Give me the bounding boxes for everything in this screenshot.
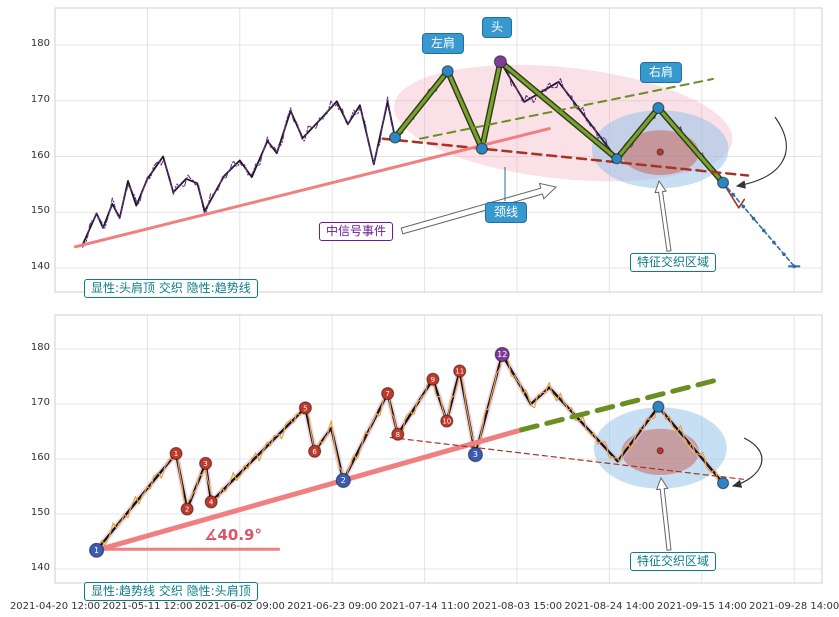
y-tick-label: 170 <box>30 397 50 408</box>
feature-zone-label-top: 特征交织区域 <box>629 253 717 272</box>
pivot-marker-3 <box>467 447 484 463</box>
pivot-marker <box>716 176 730 189</box>
curve-arrow-bottom <box>731 437 763 488</box>
panel-border <box>54 7 823 293</box>
top-drop-tail <box>722 181 746 209</box>
x-tick-label: 2021-04-20 12:00 <box>9 601 101 612</box>
forecast-dot <box>741 204 746 209</box>
pivot-marker <box>656 148 664 156</box>
pivot-marker-8 <box>391 427 405 441</box>
pivot-marker-number: 12 <box>497 350 507 359</box>
mid-signal-event-label: 中信号事件 <box>318 222 394 241</box>
pivot-marker-number: 9 <box>431 376 435 384</box>
y-tick-label: 180 <box>30 38 50 49</box>
pivot-marker <box>716 477 730 490</box>
pivot-marker-2 <box>335 472 351 489</box>
bottom-trendline-extension <box>519 377 719 433</box>
pivot-marker-number: 4 <box>209 499 214 507</box>
legend-bottom: 显性:趋势线 交织 隐性:头肩顶 <box>84 582 258 601</box>
x-tick-label: 2021-07-14 11:00 <box>379 601 470 612</box>
pivot-marker-number: 3 <box>203 460 207 468</box>
forecast-dot <box>751 216 756 221</box>
pivot-marker <box>611 153 623 165</box>
bottom-hidden-neckline <box>389 436 745 480</box>
forecast-dot <box>761 228 766 233</box>
panel-border <box>54 314 823 584</box>
y-tick-label: 160 <box>30 149 50 161</box>
x-tick-label: 2021-05-11 12:00 <box>102 601 193 612</box>
pivot-marker-12 <box>494 346 510 363</box>
pivot-marker <box>493 55 507 69</box>
x-tick-label: 2021-06-23 09:00 <box>287 601 378 612</box>
pivot-marker-number: 8 <box>396 431 400 439</box>
pivot-marker-11 <box>453 364 467 378</box>
feature-zone-arrow-bottom <box>655 476 672 551</box>
pivot-marker-6 <box>308 444 322 458</box>
signal-event-arrow <box>400 182 558 235</box>
pivot-marker <box>652 101 665 115</box>
pivot-marker-number: 5 <box>303 404 307 412</box>
y-tick-label: 150 <box>30 507 50 518</box>
pivot-marker-number: 3 <box>473 450 478 459</box>
pivot-marker-number: 1 <box>174 450 178 458</box>
pivot-marker <box>441 65 454 78</box>
pivot-marker-number: 2 <box>341 476 346 485</box>
pivot-marker-5 <box>298 401 313 415</box>
right-shoulder-label: 右肩 <box>639 62 683 83</box>
left-shoulder-label: 左肩 <box>421 33 465 54</box>
forecast-dot <box>772 240 776 245</box>
x-tick-label: 2021-08-24 14:00 <box>564 601 655 612</box>
pivot-marker-2 <box>180 502 194 516</box>
feature-zone-label-bottom: 特征交织区域 <box>629 552 717 571</box>
pivot-marker-number: 10 <box>442 418 451 426</box>
pivot-marker-1 <box>88 542 105 558</box>
y-tick-label: 150 <box>30 205 50 217</box>
bottom-price <box>95 353 724 551</box>
pivot-marker <box>475 142 488 155</box>
pivot-marker <box>388 131 402 144</box>
bottom-trendline <box>97 427 525 552</box>
x-tick-label: 2021-09-28 14:00 <box>749 601 839 612</box>
y-tick-label: 160 <box>30 452 50 463</box>
top-trendline-extension <box>419 78 714 140</box>
trendline-angle-label: ∡40.9° <box>204 526 262 544</box>
pivot-marker <box>656 447 664 455</box>
pivot-marker-4 <box>204 495 218 509</box>
forecast-dot <box>731 192 736 197</box>
legend-top: 显性:头肩顶 交织 隐性:趋势线 <box>84 279 258 298</box>
forecast-dot <box>782 252 786 257</box>
y-tick-label: 170 <box>30 93 50 105</box>
pivot-marker-number: 11 <box>455 368 464 376</box>
x-tick-label: 2021-09-15 14:00 <box>656 601 747 612</box>
pivot-marker-number: 1 <box>94 546 99 555</box>
top-neckline <box>381 137 750 177</box>
pivot-marker-1 <box>169 446 183 461</box>
y-tick-label: 180 <box>30 342 50 353</box>
pivot-marker-number: 6 <box>312 448 317 456</box>
y-tick-label: 140 <box>30 562 50 573</box>
x-tick-label: 2021-06-02 09:00 <box>194 601 285 612</box>
pivot-marker-number: 2 <box>185 506 189 514</box>
pivot-marker-10 <box>440 414 454 428</box>
x-tick-label: 2021-08-03 15:00 <box>471 601 563 612</box>
curve-arrow-top <box>735 116 787 189</box>
neckline-label: 颈线 <box>484 202 528 223</box>
pivot-marker-number: 7 <box>385 390 389 398</box>
feature-zone-arrow-top <box>654 179 672 252</box>
pivot-marker-9 <box>426 372 440 386</box>
top-forecast <box>722 181 796 268</box>
y-tick-label: 140 <box>30 261 50 272</box>
pivot-marker-3 <box>199 456 213 470</box>
pivot-marker <box>652 400 665 413</box>
pivot-marker-7 <box>381 386 395 401</box>
top-trendline <box>73 127 551 249</box>
head-label: 头 <box>481 17 513 38</box>
